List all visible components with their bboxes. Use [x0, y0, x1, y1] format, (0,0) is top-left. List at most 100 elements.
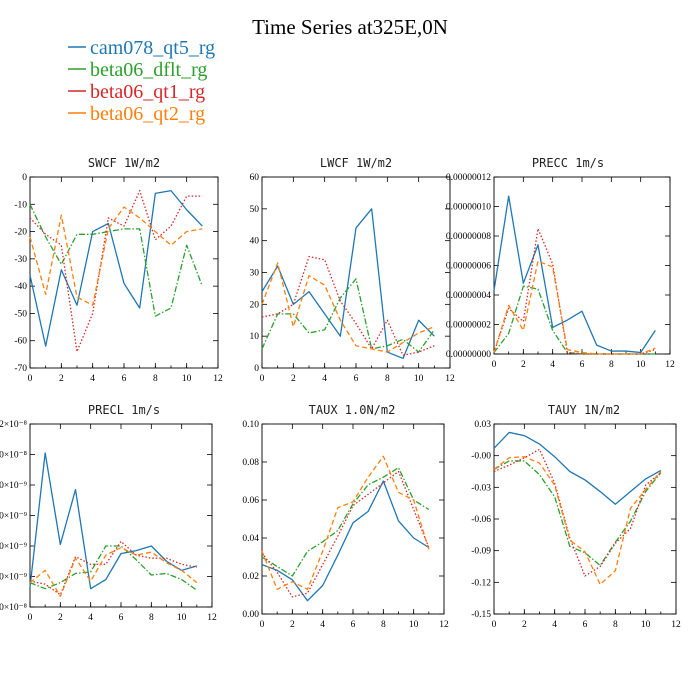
- y-tick-label: 60: [250, 173, 260, 183]
- x-tick-label: 10: [641, 620, 651, 630]
- plot-frame: [29, 423, 213, 608]
- y-tick-label: 2.0×10⁻⁹: [0, 573, 28, 583]
- plot-frame: [261, 423, 445, 615]
- series-line: [29, 545, 198, 591]
- panel-title: LWCF 1W/m2: [320, 156, 392, 170]
- series-line: [261, 208, 435, 360]
- x-tick-label: 10: [409, 620, 419, 630]
- y-tick-label: -0.15: [471, 610, 491, 620]
- panel-title: TAUX 1.0N/m2: [309, 403, 396, 417]
- y-tick-label: 1.2×10⁻⁸: [0, 420, 27, 430]
- series-lines: [493, 195, 656, 355]
- y-tick-label: 0.02: [242, 572, 259, 582]
- x-tick-label: 4: [88, 613, 93, 623]
- series-line: [261, 470, 430, 598]
- series-line: [29, 546, 198, 597]
- x-tick-label: 4: [550, 360, 555, 370]
- y-tick-label: 0.00000008: [446, 232, 491, 242]
- x-tick-label: 6: [354, 374, 359, 384]
- y-tick-label: 10: [250, 332, 260, 342]
- series-line: [493, 448, 662, 577]
- x-tick-label: 0: [28, 613, 33, 623]
- x-tick-label: 12: [665, 360, 675, 370]
- series-line: [493, 460, 662, 567]
- y-tick-label: 0.00000012: [446, 173, 491, 183]
- y-tick-label: 4.0×10⁻⁹: [0, 542, 28, 552]
- legend-item: beta06_qt1_rg: [68, 81, 205, 103]
- legend-item: beta06_dflt_rg: [68, 59, 207, 81]
- series-line: [493, 285, 656, 355]
- y-tick-label: 30: [250, 269, 260, 279]
- x-tick-label: 12: [207, 613, 217, 623]
- y-tick-label: -20: [14, 228, 27, 238]
- panel-swcf: SWCF 1W/m2 0 2 4 6 8 10 12 -70 -60 -50 -40 -30 -20 -1…: [14, 156, 223, 384]
- x-tick-label: 4: [552, 620, 557, 630]
- series-line: [29, 540, 197, 596]
- x-tick-label: 12: [671, 620, 681, 630]
- y-tick-label: -0.09: [471, 547, 491, 557]
- legend-item: beta06_qt2_rg: [68, 103, 205, 125]
- y-tick-label: 0: [254, 364, 259, 374]
- y-tick-label: 0.08: [242, 458, 259, 468]
- x-tick-label: 8: [153, 374, 158, 384]
- y-tick-label: -0.00: [471, 452, 491, 462]
- plot-frame: [493, 423, 677, 615]
- x-tick-label: 8: [149, 613, 154, 623]
- series-line: [261, 467, 430, 577]
- x-tick-label: 12: [213, 374, 223, 384]
- axis-ticks: 0 2 4 6 8 10 12 0.0×10⁻⁸ 2.0×10⁻⁹ 4.0×10⁻⁹ 6.0×10⁻…: [0, 420, 217, 623]
- y-tick-label: -50: [14, 309, 27, 319]
- y-tick-label: -70: [14, 364, 27, 374]
- x-tick-label: 4: [320, 620, 325, 630]
- x-tick-label: 2: [58, 613, 63, 623]
- plot-frame: [29, 176, 219, 369]
- x-tick-label: 10: [182, 374, 192, 384]
- x-tick-label: 2: [59, 374, 64, 384]
- series-line: [29, 189, 203, 353]
- axis-ticks: 0 2 4 6 8 10 12 0.00000000 0.00000002 0.00000004 0…: [446, 173, 675, 370]
- y-tick-label: 8.0×10⁻⁹: [0, 481, 28, 491]
- x-tick-label: 0: [492, 360, 497, 370]
- y-tick-label: 0.06: [242, 496, 259, 506]
- x-tick-label: 8: [381, 620, 386, 630]
- x-tick-label: 2: [291, 374, 296, 384]
- series-line: [493, 195, 656, 354]
- axis-ticks: 0 2 4 6 8 10 12 0 10 20 30 40 50 60: [250, 173, 456, 384]
- y-tick-label: -0.06: [471, 515, 491, 525]
- y-tick-label: 0: [22, 173, 27, 183]
- x-tick-label: 2: [522, 620, 527, 630]
- y-tick-label: 0.10: [242, 420, 259, 430]
- x-tick-label: 6: [122, 374, 127, 384]
- panel-title: SWCF 1W/m2: [88, 156, 160, 170]
- series-line: [261, 262, 435, 353]
- x-tick-label: 12: [445, 374, 455, 384]
- y-tick-label: 0.00: [242, 610, 259, 620]
- y-tick-label: -40: [14, 282, 27, 292]
- legend-label: beta06_qt2_rg: [90, 103, 205, 125]
- y-tick-label: -60: [14, 337, 27, 347]
- series-line: [261, 455, 430, 590]
- y-tick-label: 0.00000002: [446, 321, 491, 331]
- panel-title: PRECC 1m/s: [532, 156, 604, 170]
- x-tick-label: 10: [177, 613, 187, 623]
- series-line: [29, 452, 198, 590]
- y-tick-label: 1.0×10⁻⁸: [0, 451, 27, 461]
- x-tick-label: 6: [583, 620, 588, 630]
- x-tick-label: 0: [260, 374, 265, 384]
- series-lines: [493, 431, 662, 586]
- series-line: [493, 260, 656, 355]
- legend: cam078_qt5_rg beta06_dflt_rg beta06_qt1_…: [68, 37, 215, 125]
- y-tick-label: 0.00000010: [446, 203, 491, 213]
- series-line: [29, 206, 203, 306]
- series-line: [261, 480, 430, 602]
- x-tick-label: 10: [636, 360, 646, 370]
- y-tick-label: 20: [250, 300, 260, 310]
- x-tick-label: 10: [414, 374, 424, 384]
- plot-frame: [261, 176, 451, 369]
- x-tick-label: 0: [28, 374, 33, 384]
- panel-lwcf: LWCF 1W/m2 0 2 4 6 8 10 12 0 10 20 30 40 50 60: [250, 156, 456, 384]
- y-tick-label: -0.12: [471, 578, 491, 588]
- y-tick-label: 0.00000000: [446, 350, 491, 360]
- y-tick-label: 6.0×10⁻⁹: [0, 512, 28, 522]
